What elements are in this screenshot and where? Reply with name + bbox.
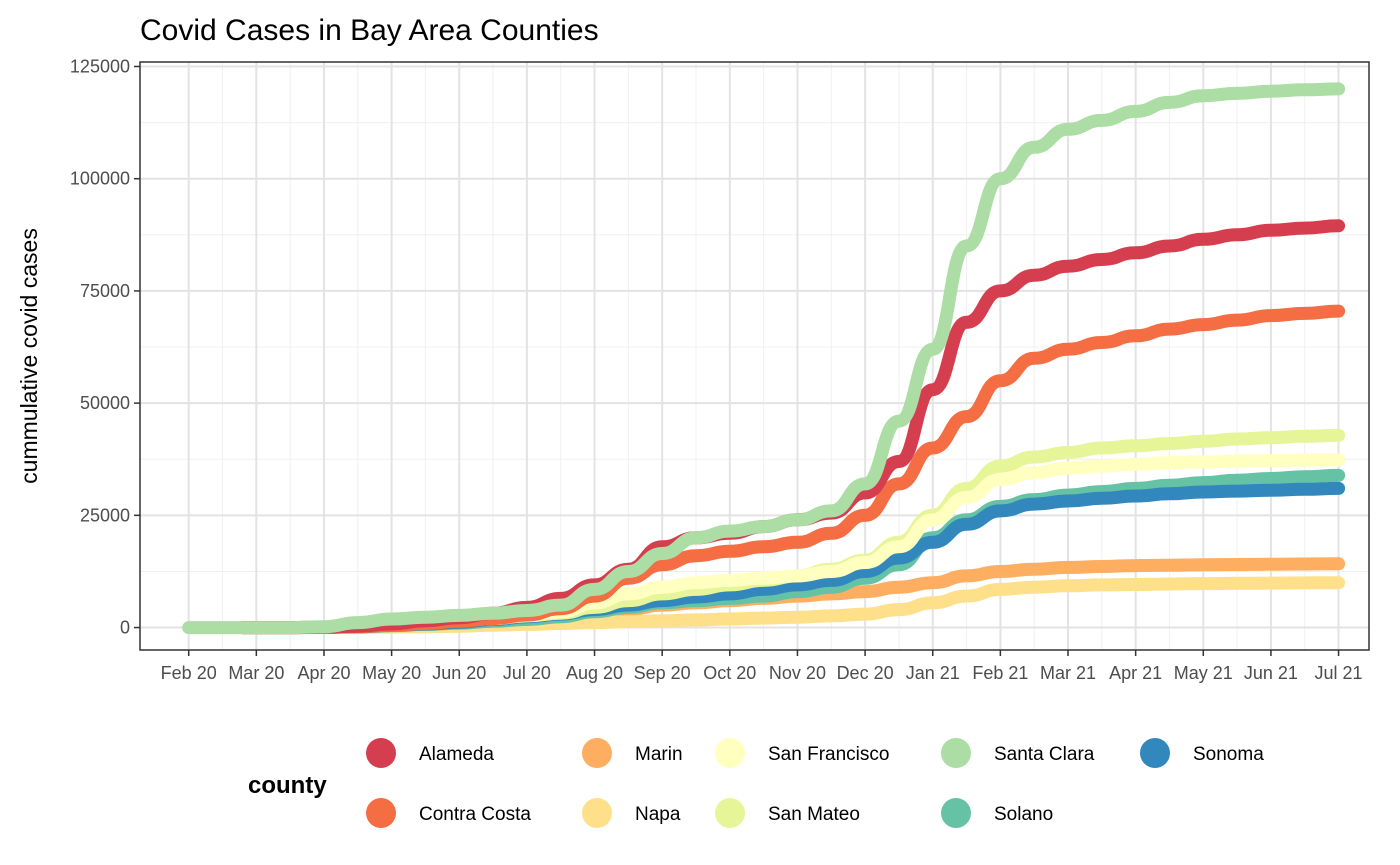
legend-label: Solano xyxy=(994,804,1053,825)
legend-label: Santa Clara xyxy=(994,744,1095,765)
x-tick-label: Jul 21 xyxy=(1315,663,1363,683)
legend-key xyxy=(941,738,971,768)
y-tick-label: 100000 xyxy=(70,169,130,189)
legend-label: Sonoma xyxy=(1193,744,1264,765)
legend-item-alameda: Alameda xyxy=(366,738,494,768)
y-tick-label: 125000 xyxy=(70,56,130,76)
legend-item-san-francisco: San Francisco xyxy=(715,738,889,768)
x-tick-label: Jan 21 xyxy=(906,663,960,683)
y-tick-label: 50000 xyxy=(80,393,130,413)
legend-key xyxy=(582,798,612,828)
legend-key xyxy=(941,798,971,828)
legend-key xyxy=(366,738,396,768)
legend-label: Napa xyxy=(635,804,681,825)
legend-item-contra-costa: Contra Costa xyxy=(366,798,531,828)
x-tick-label: Mar 21 xyxy=(1040,663,1096,683)
legend-key xyxy=(366,798,396,828)
legend-item-san-mateo: San Mateo xyxy=(715,798,860,828)
x-tick-label: Feb 20 xyxy=(161,663,217,683)
legend: county Alameda Contra Costa Marin Napa San F… xyxy=(248,738,1264,828)
legend-label: Marin xyxy=(635,744,683,765)
x-tick-label: May 21 xyxy=(1174,663,1233,683)
legend-item-napa: Napa xyxy=(582,798,681,828)
x-tick-label: Jun 21 xyxy=(1244,663,1298,683)
x-tick-label: Jul 20 xyxy=(503,663,551,683)
series-santa-clara xyxy=(182,82,1346,635)
legend-key xyxy=(582,738,612,768)
x-tick-label: May 20 xyxy=(362,663,421,683)
x-tick-label: Feb 21 xyxy=(972,663,1028,683)
x-tick-label: Nov 20 xyxy=(769,663,826,683)
legend-item-solano: Solano xyxy=(941,798,1053,828)
y-axis-title: cummulative covid cases xyxy=(16,228,42,484)
x-tick-label: Sep 20 xyxy=(634,663,691,683)
legend-title: county xyxy=(248,772,327,799)
legend-label: Alameda xyxy=(419,744,494,765)
x-tick-label: Jun 20 xyxy=(432,663,486,683)
x-tick-label: Oct 20 xyxy=(703,663,756,683)
legend-item-sonoma: Sonoma xyxy=(1140,738,1264,768)
legend-label: San Francisco xyxy=(768,744,889,765)
legend-item-santa-clara: Santa Clara xyxy=(941,738,1095,768)
chart-title: Covid Cases in Bay Area Counties xyxy=(140,14,599,47)
legend-item-marin: Marin xyxy=(582,738,683,768)
legend-key xyxy=(715,738,745,768)
y-tick-label: 75000 xyxy=(80,281,130,301)
plot-area: 0 25000 50000 75000 100000 125000 Feb 20 Mar 20… xyxy=(70,56,1370,683)
plot-border xyxy=(139,61,1370,651)
legend-label: San Mateo xyxy=(768,804,860,825)
x-tick-label: Aug 20 xyxy=(566,663,623,683)
x-tick-label: Dec 20 xyxy=(837,663,894,683)
x-tick-label: Apr 20 xyxy=(297,663,350,683)
x-tick-label: Apr 21 xyxy=(1109,663,1162,683)
legend-key xyxy=(1140,738,1170,768)
x-tick-label: Mar 20 xyxy=(228,663,284,683)
legend-label: Contra Costa xyxy=(419,804,531,825)
y-tick-label: 0 xyxy=(120,618,130,638)
legend-key xyxy=(715,798,745,828)
y-tick-label: 25000 xyxy=(80,505,130,525)
